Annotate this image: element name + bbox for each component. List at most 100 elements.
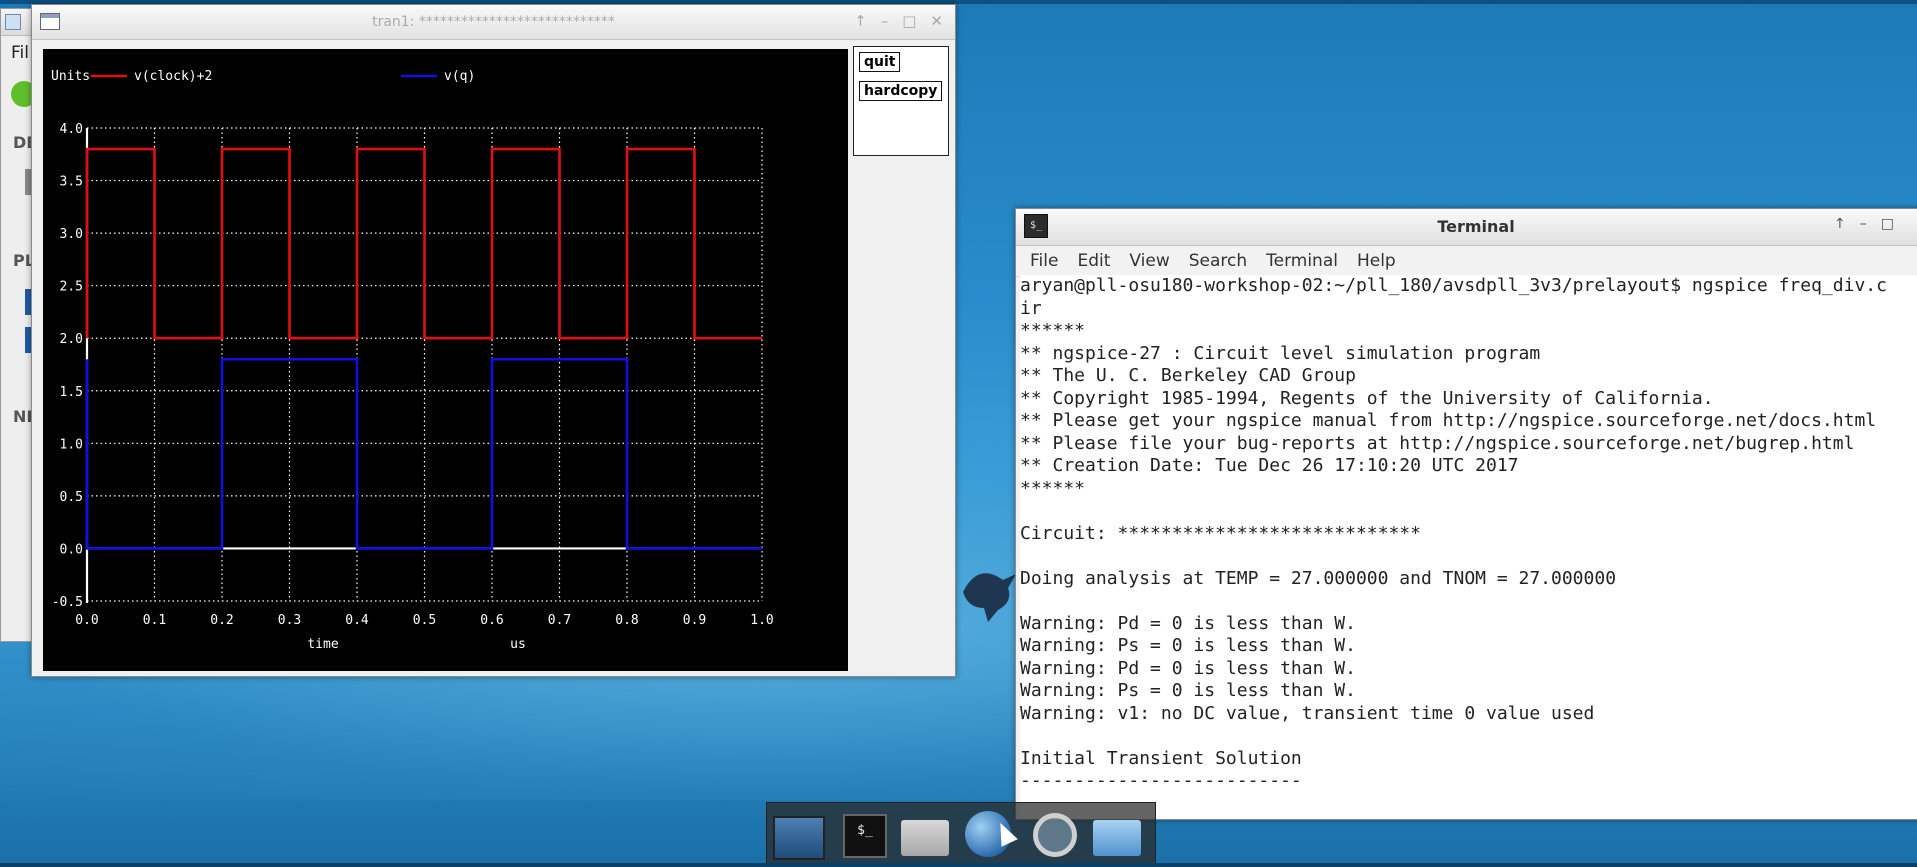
terminal-titlebar[interactable]: $_ Terminal ↑ – □ bbox=[1016, 209, 1917, 246]
terminal-line: Warning: Ps = 0 is less than W. bbox=[1020, 680, 1356, 701]
minimize-button[interactable]: – bbox=[880, 12, 889, 30]
panel-divider bbox=[25, 169, 31, 195]
terminal-output[interactable]: aryan@pll-osu180-workshop-02:~/pll_180/a… bbox=[1020, 275, 1917, 819]
legend-label: v(q) bbox=[444, 69, 475, 84]
x-tick-label: 0.1 bbox=[143, 613, 166, 628]
terminal-menubar: File Edit View Search Terminal Help bbox=[1016, 246, 1917, 277]
waveform-plot[interactable]: 0.0 0.1 0.2 0.3 0.4 0.5 0.6 0.7 0.8 0.9 1.0 -0.5 0.0… bbox=[43, 49, 848, 671]
dock-item-desktop[interactable] bbox=[773, 808, 825, 860]
terminal-icon: $_ bbox=[843, 814, 887, 858]
search-magnifier-icon bbox=[1033, 813, 1077, 857]
menu-file[interactable]: File bbox=[1030, 251, 1059, 271]
plot-button-panel: quit hardcopy bbox=[853, 46, 949, 156]
maximize-button[interactable]: □ bbox=[902, 12, 917, 30]
desktop-mascot-icon bbox=[963, 573, 1016, 622]
menu-view[interactable]: View bbox=[1129, 251, 1170, 271]
y-tick-label: 4.0 bbox=[60, 122, 83, 137]
bottom-panel bbox=[0, 863, 1917, 867]
terminal-line: ** Please get your ngspice manual from h… bbox=[1020, 410, 1877, 431]
panel-label-pl: PL bbox=[13, 251, 35, 270]
ngspice-plot-window[interactable]: tran1: **************************** ↑ – … bbox=[31, 4, 956, 677]
x-tick-label: 0.0 bbox=[75, 613, 98, 628]
desktop-icon bbox=[773, 816, 825, 860]
menu-search[interactable]: Search bbox=[1188, 251, 1248, 271]
plot-window-title: tran1: **************************** bbox=[372, 14, 615, 30]
plot-window-titlebar[interactable]: tran1: **************************** ↑ – … bbox=[32, 5, 955, 40]
window-icon bbox=[5, 14, 21, 30]
y-tick-label: -0.5 bbox=[52, 595, 83, 610]
dock-item-browser[interactable] bbox=[965, 808, 1017, 860]
terminal-line: Circuit: **************************** bbox=[1020, 522, 1421, 544]
x-tick-label: 0.5 bbox=[413, 613, 436, 628]
background-window-menu[interactable]: Fil bbox=[11, 43, 29, 63]
terminal-line: ****** bbox=[1020, 477, 1086, 499]
terminal-line bbox=[1020, 500, 1917, 523]
x-tick-label: 0.4 bbox=[345, 613, 369, 628]
x-tick-label: 1.0 bbox=[750, 613, 773, 628]
waveform-chart-svg: 0.0 0.1 0.2 0.3 0.4 0.5 0.6 0.7 0.8 0.9 1.0 -0.5 0.0… bbox=[51, 69, 774, 652]
terminal-line: ** Copyright 1985-1994, Regents of the U… bbox=[1020, 387, 1714, 409]
close-button[interactable]: ✕ bbox=[930, 12, 943, 30]
y-tick-label: 1.0 bbox=[60, 437, 83, 452]
terminal-line bbox=[1020, 545, 1917, 568]
menu-terminal[interactable]: Terminal bbox=[1266, 251, 1338, 271]
x-tick-label: 0.6 bbox=[480, 613, 503, 628]
terminal-line: ****** bbox=[1020, 320, 1086, 341]
terminal-line: ir bbox=[1020, 297, 1042, 319]
folder-icon bbox=[1093, 820, 1141, 856]
dock-item-files[interactable] bbox=[1093, 808, 1145, 860]
terminal-line: ** The U. C. Berkeley CAD Group bbox=[1020, 365, 1356, 386]
terminal-line: ** ngspice-27 : Circuit level simulation… bbox=[1020, 342, 1541, 364]
y-tick-label: 3.5 bbox=[60, 175, 83, 190]
x-tick-label: 0.9 bbox=[683, 613, 706, 628]
y-tick-label: 3.0 bbox=[60, 227, 83, 242]
terminal-title: Terminal bbox=[1437, 217, 1515, 236]
terminal-line: Warning: v1: no DC value, transient time… bbox=[1020, 702, 1595, 724]
terminal-line bbox=[1020, 725, 1917, 748]
minimize-button[interactable]: – bbox=[1859, 216, 1867, 232]
y-tick-label: 0.0 bbox=[60, 542, 83, 557]
panel-divider bbox=[25, 289, 31, 315]
y-tick-label: 1.5 bbox=[60, 385, 83, 400]
x-unit-label: us bbox=[510, 637, 526, 652]
terminal-line: ** Please file your bug-reports at http:… bbox=[1020, 432, 1855, 454]
terminal-line: -------------------------- bbox=[1020, 770, 1302, 791]
terminal-line bbox=[1020, 590, 1917, 613]
x-tick-label: 0.3 bbox=[278, 613, 301, 628]
top-panel bbox=[0, 0, 1917, 4]
keep-above-button[interactable]: ↑ bbox=[1834, 216, 1846, 232]
home-folder-icon bbox=[901, 820, 949, 856]
dock: $_ bbox=[766, 802, 1156, 866]
hardcopy-button[interactable]: hardcopy bbox=[859, 81, 943, 101]
terminal-app-icon: $_ bbox=[1024, 214, 1048, 238]
x-tick-label: 0.2 bbox=[210, 613, 233, 628]
dock-item-home[interactable] bbox=[901, 808, 953, 860]
window-controls: ↑ – □ bbox=[1834, 216, 1894, 232]
window-controls: ↑ – □ ✕ bbox=[854, 12, 943, 30]
maximize-button[interactable]: □ bbox=[1880, 216, 1894, 232]
x-tick-label: 0.8 bbox=[615, 613, 638, 628]
window-icon bbox=[40, 13, 60, 30]
terminal-line: Warning: Pd = 0 is less than W. bbox=[1020, 657, 1356, 679]
terminal-line: ** Creation Date: Tue Dec 26 17:10:20 UT… bbox=[1020, 455, 1519, 476]
menu-edit[interactable]: Edit bbox=[1077, 251, 1111, 271]
keep-above-button[interactable]: ↑ bbox=[854, 12, 867, 30]
terminal-line: Warning: Ps = 0 is less than W. bbox=[1020, 635, 1356, 656]
series-line bbox=[85, 357, 762, 550]
quit-button[interactable]: quit bbox=[859, 52, 901, 72]
x-tick-label: 0.7 bbox=[548, 613, 571, 628]
browser-globe-icon bbox=[965, 811, 1011, 857]
units-label: Units bbox=[51, 69, 90, 84]
dock-item-terminal[interactable]: $_ bbox=[837, 808, 889, 860]
menu-help[interactable]: Help bbox=[1356, 251, 1396, 271]
x-axis-label: time bbox=[307, 637, 338, 652]
terminal-line: Initial Transient Solution bbox=[1020, 747, 1302, 769]
panel-divider bbox=[25, 327, 31, 353]
terminal-window[interactable]: $_ Terminal ↑ – □ File Edit View Search … bbox=[1015, 208, 1917, 820]
terminal-line: Warning: Pd = 0 is less than W. bbox=[1020, 612, 1356, 634]
series-line bbox=[85, 147, 762, 340]
y-tick-label: 0.5 bbox=[60, 490, 83, 505]
legend-label: v(clock)+2 bbox=[134, 69, 212, 84]
dock-item-search[interactable] bbox=[1029, 808, 1081, 860]
y-tick-label: 2.5 bbox=[60, 280, 83, 295]
